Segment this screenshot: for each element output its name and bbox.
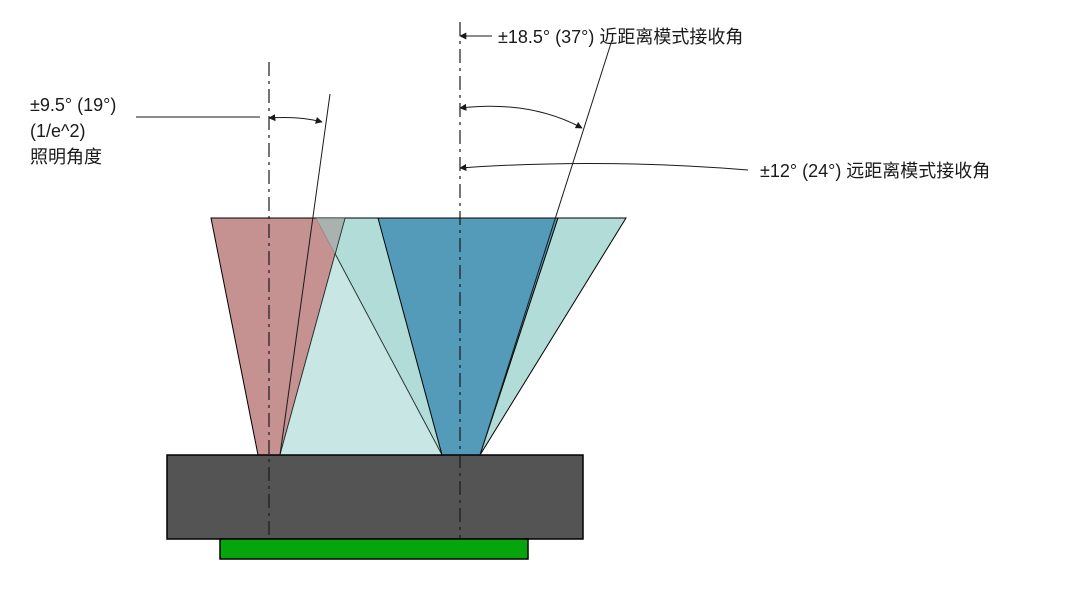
emitter-label-line3: 照明角度 [30,144,116,170]
emitter-angle-label: ±9.5° (19°) (1/e^2) 照明角度 [30,92,116,170]
far-angle-arc [460,163,748,170]
sensor-body [167,455,583,539]
near-angle-arc [460,106,582,128]
emitter-label-line2: (1/e^2) [30,118,116,144]
diagram-svg [0,0,1074,593]
sensor-pcb [220,539,528,559]
diagram-stage: ±9.5° (19°) (1/e^2) 照明角度 ±18.5° (37°) 近距… [0,0,1074,593]
emitter-angle-arc [269,118,322,123]
near-range-label: ±18.5° (37°) 近距离模式接收角 [498,24,743,50]
emitter-label-line1: ±9.5° (19°) [30,92,116,118]
far-range-label: ±12° (24°) 远距离模式接收角 [760,158,990,184]
